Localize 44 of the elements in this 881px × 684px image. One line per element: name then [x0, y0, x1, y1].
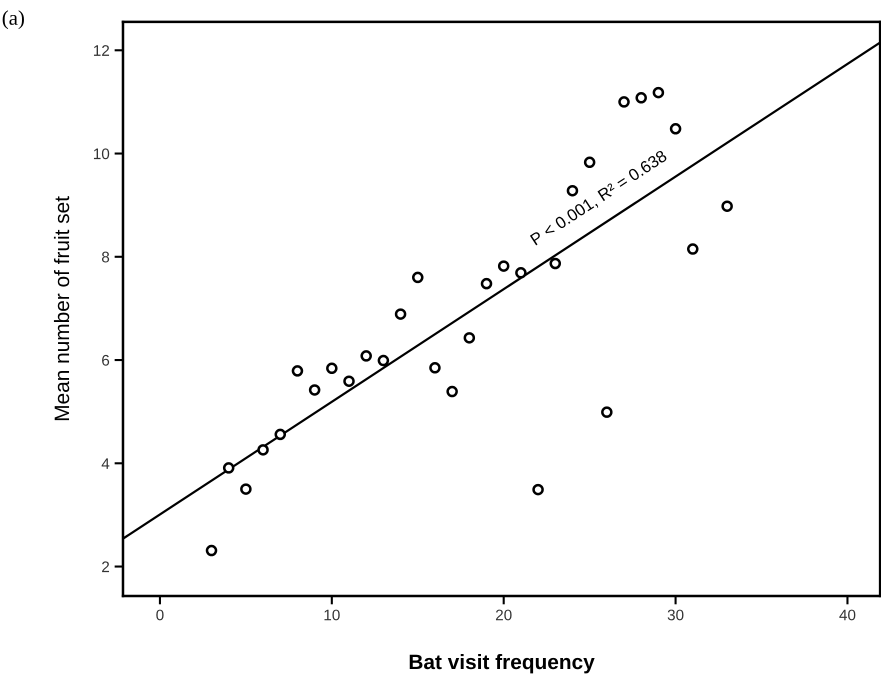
- x-axis-title: Bat visit frequency: [410, 654, 595, 674]
- point: [601, 406, 613, 418]
- point: [498, 260, 510, 272]
- y-tick-label: 2: [102, 561, 110, 572]
- point: [394, 308, 406, 320]
- point: [222, 462, 234, 474]
- point: [292, 365, 304, 377]
- point: [687, 243, 699, 255]
- y-tick-label: 10: [94, 148, 110, 160]
- point: [308, 384, 320, 396]
- y-tick-label: 4: [102, 458, 110, 469]
- point: [446, 386, 458, 398]
- x-tick-label: 20: [496, 610, 512, 620]
- point: [532, 484, 544, 496]
- point: [670, 123, 682, 135]
- point: [480, 278, 492, 290]
- point: [429, 362, 441, 374]
- point: [566, 184, 578, 196]
- y-tick-label: 6: [102, 354, 110, 366]
- point: [326, 362, 338, 374]
- point: [515, 267, 527, 279]
- x-tick-label: 40: [839, 610, 856, 620]
- point: [584, 156, 596, 168]
- y-tick-label: 12: [94, 45, 110, 56]
- point: [240, 483, 252, 495]
- x-tick-label: 10: [324, 610, 340, 620]
- y-tick-label: 8: [102, 252, 110, 262]
- point: [550, 258, 562, 270]
- y-axis-title: Mean number of fruit set: [54, 196, 70, 420]
- point: [206, 544, 218, 556]
- point: [652, 86, 664, 98]
- chart-title: (a): [2, 10, 24, 30]
- x-tick-label: 30: [668, 610, 684, 620]
- point: [360, 350, 372, 362]
- point: [274, 428, 286, 440]
- point: [412, 272, 424, 284]
- point: [618, 96, 630, 108]
- point: [343, 375, 355, 387]
- point: [257, 444, 269, 456]
- point: [721, 200, 733, 212]
- point: [635, 92, 647, 104]
- point: [378, 354, 390, 366]
- point: [464, 332, 476, 344]
- x-tick-label: 0: [156, 610, 164, 620]
